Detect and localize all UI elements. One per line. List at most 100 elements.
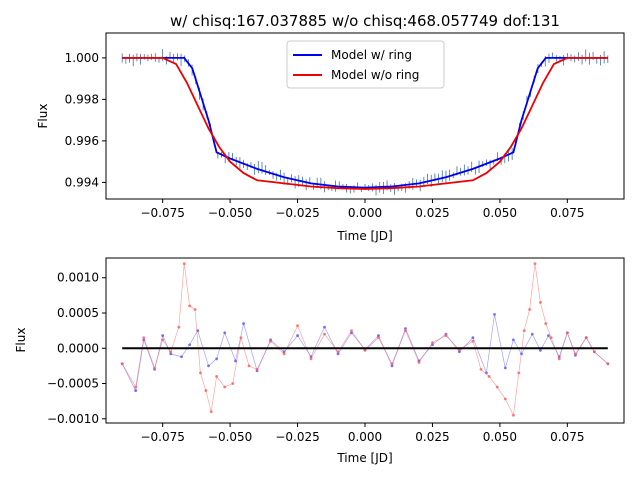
x-tick-label: 0.075 [550,206,584,220]
residual-without-ring-line-point [120,362,124,366]
residual-without-ring-line-point [495,385,499,389]
x-tick-label: 0.050 [483,430,517,444]
top-plot-area [121,49,609,196]
y-tick-label: −0.0010 [47,412,99,426]
legend-label-model-with-ring: Model w/ ring [331,48,412,62]
y-tick-label: −0.0005 [47,377,99,391]
residual-with-ring-line-point [377,334,380,337]
bottom-y-ticks: −0.0010 −0.0005 0.0000 0.0005 0.0010 [47,271,106,426]
residual-without-ring-line-point [533,262,537,266]
residual-without-ring-line-point [182,262,186,266]
y-tick-label: 0.0000 [57,341,99,355]
residual-without-ring-line-point [169,350,173,354]
bottom-y-axis-label: Flux [14,328,28,353]
x-tick-label: 0.000 [348,206,382,220]
residual-without-ring-line-point [199,371,202,375]
residual-without-ring-line-point [255,368,259,371]
residual-without-ring-line-point [142,336,146,340]
legend-label-model-without-ring: Model w/o ring [331,68,419,82]
top-y-ticks: 0.994 0.996 0.998 1.000 [65,51,106,189]
residual-without-ring-line-point [177,325,181,329]
residual-without-ring-line-point [239,336,243,340]
model-without-ring-line [122,57,608,190]
residual-without-ring-line-point [188,304,192,308]
bottom-x-axis-label: Time [JD] [336,451,392,465]
residual-with-ring-line-point [458,350,461,354]
residual-without-ring-line-point [479,368,483,371]
residual-without-ring-line-point [522,329,526,333]
residual-without-ring-line-point [557,357,561,361]
residual-with-ring-line-point [530,332,534,336]
x-tick-label: −0.025 [275,430,319,444]
residual-without-ring-line-point [528,308,531,311]
residual-without-ring-line-point [544,322,548,325]
residual-with-ring-line-point [169,352,173,356]
legend-box [286,40,445,89]
x-tick-label: 0.025 [415,430,449,444]
residual-with-ring-line-point [404,327,407,330]
residual-without-ring-line-point [215,375,219,378]
residual-without-ring-line-point [193,308,197,311]
x-tick-label: 0.000 [348,430,382,444]
legend: Model w/ ring Model w/o ring [286,40,445,89]
y-tick-label: 0.998 [65,92,99,106]
top-panel-title: w/ chisq:167.037885 w/o chisq:468.057749… [170,12,560,30]
residual-without-ring-line-point [444,334,448,337]
x-tick-label: 0.050 [483,206,517,220]
residual-without-ring-line-point [282,352,286,356]
top-x-axis-label: Time [JD] [336,229,392,243]
residual-without-ring-line-point [549,336,553,340]
residual-with-ring-line-point [234,359,237,363]
residual-without-ring-line-point [471,339,475,343]
residual-without-ring-line-point [309,357,313,361]
residual-without-ring-line-point [487,375,491,378]
residual-without-ring-line-point [565,331,569,335]
residual-with-ring-line-point [161,334,165,337]
residual-without-ring-line-point [377,336,380,340]
residual-with-ring-line-point [180,355,183,359]
y-tick-label: 0.0010 [57,271,99,285]
residual-with-ring-line-point [215,357,219,361]
residual-without-ring-line-point [431,341,434,345]
residual-without-ring-line-point [404,329,407,333]
residual-without-ring-line-point [336,350,340,354]
residual-without-ring-line-point [538,301,542,304]
residual-without-ring-line-point [223,385,227,389]
residual-without-ring-line-point [350,329,353,333]
residual-without-ring-line-point [296,324,299,328]
bottom-panel: −0.075 −0.050 −0.025 0.000 0.025 0.050 0.075 −… [14,257,625,465]
top-panel: w/ chisq:167.037885 w/o chisq:468.057749… [36,12,625,243]
x-tick-label: 0.025 [415,206,449,220]
top-x-ticks: −0.075 −0.050 −0.025 0.000 0.025 0.050 0.075 [140,199,585,220]
residual-without-ring-line-point [134,385,138,389]
residual-without-ring-line-point [574,352,577,356]
residual-without-ring-line-point [592,350,596,354]
residual-with-ring-line-point [134,389,138,392]
residual-without-ring-line-point [390,362,394,366]
residual-without-ring-line-point [584,336,588,340]
residual-without-ring-line-point [153,366,156,370]
residual-with-ring-line-point [223,331,227,335]
x-tick-label: −0.050 [208,206,252,220]
residual-without-ring-line-point [204,389,208,392]
residual-with-ring-line-point [188,343,192,347]
residual-without-ring-line-point [247,364,251,368]
residual-without-ring-line-point [503,397,507,401]
residual-with-ring-line-point [242,322,245,325]
residual-without-ring-line-point [323,332,326,336]
residual-without-ring-line-point [417,360,421,364]
residual-without-ring-line-point [269,339,272,343]
residual-without-ring-line-point [606,362,610,366]
y-tick-label: 0.996 [65,134,99,148]
residual-without-ring-line-point [363,348,367,352]
residual-with-ring-line-point [547,334,550,337]
residual-with-ring-line-point [471,336,475,340]
model-with-ring-line [122,57,608,189]
residual-with-ring-line-point [207,364,210,368]
residual-with-ring-line-point [538,348,542,352]
residual-with-ring-line-point [323,325,326,329]
y-tick-label: 1.000 [65,51,99,65]
residual-without-ring-line-point [511,413,515,417]
residual-without-ring-line-point [209,410,213,414]
